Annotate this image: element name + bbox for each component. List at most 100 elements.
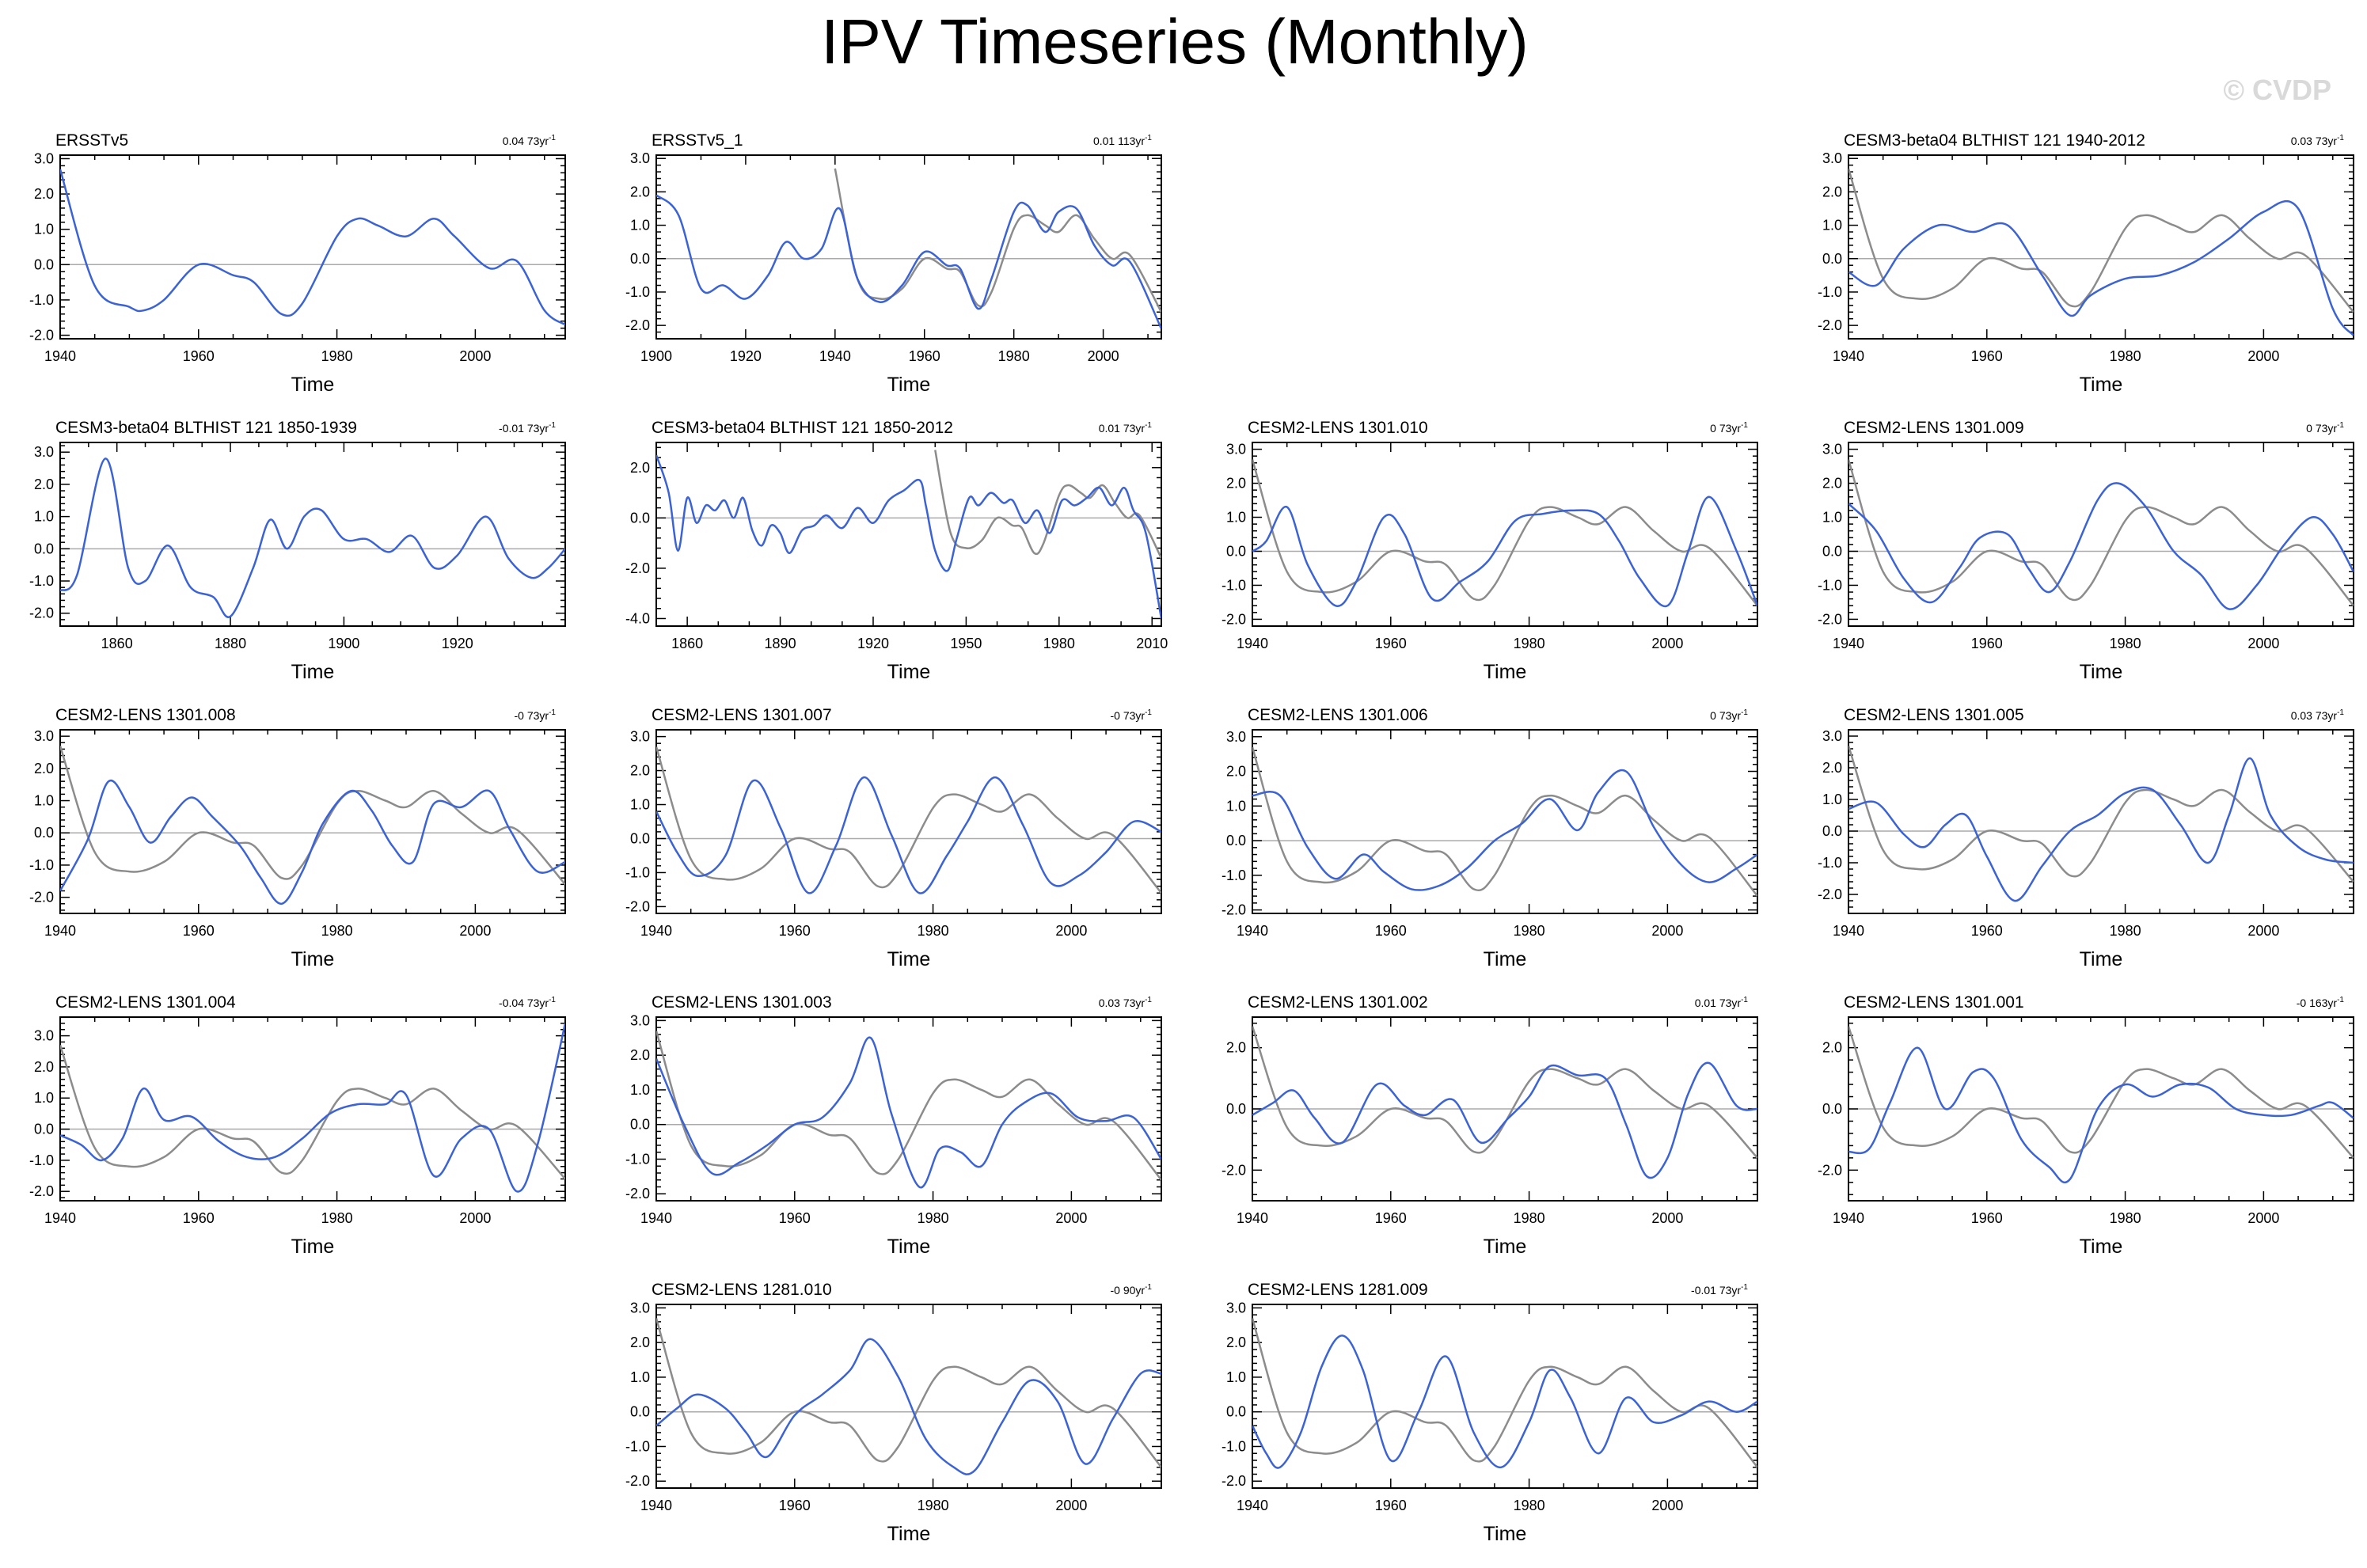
y-tick-label: 3.0 bbox=[630, 150, 650, 166]
x-tick-label: 1940 bbox=[819, 348, 851, 364]
x-tick-label: 2000 bbox=[1055, 1210, 1087, 1226]
y-tick-label: 1.0 bbox=[1226, 1369, 1246, 1385]
x-tick-label: 2000 bbox=[1055, 1498, 1087, 1513]
x-tick-label: 1900 bbox=[328, 636, 359, 651]
trend-value: 0.03 73yr bbox=[2291, 709, 2338, 722]
trend-exponent: -1 bbox=[1145, 996, 1152, 1004]
y-tick-label: -1.0 bbox=[1818, 855, 1842, 871]
y-tick-label: 3.0 bbox=[630, 729, 650, 745]
trend-exponent: -1 bbox=[549, 996, 556, 1004]
x-axis-label: Time bbox=[1484, 1523, 1527, 1545]
y-tick-label: 3.0 bbox=[1226, 442, 1246, 457]
y-tick-label: -1.0 bbox=[625, 1151, 650, 1167]
trend-exponent: -1 bbox=[1741, 421, 1748, 430]
x-tick-label: 1980 bbox=[918, 1498, 949, 1513]
x-tick-label: 1960 bbox=[1375, 636, 1407, 651]
trend-label: -0 90yr-1 bbox=[1111, 1283, 1153, 1297]
x-tick-label: 1960 bbox=[183, 348, 215, 364]
y-tick-label: 2.0 bbox=[1226, 476, 1246, 492]
plot-frame bbox=[1252, 1304, 1758, 1489]
y-tick-label: 2.0 bbox=[34, 476, 54, 492]
y-tick-label: -1.0 bbox=[1818, 577, 1842, 593]
x-tick-label: 2000 bbox=[1055, 923, 1087, 939]
obs-series-line bbox=[1252, 746, 1757, 897]
trend-exponent: -1 bbox=[1145, 708, 1152, 717]
y-tick-label: 2.0 bbox=[1226, 1335, 1246, 1350]
y-tick-label: 0.0 bbox=[630, 1404, 650, 1420]
panel-15: CESM2-LENS 1301.001 -0 163yr-1 1940 1960 198… bbox=[1818, 993, 2354, 1258]
x-tick-label: 1940 bbox=[1237, 1210, 1268, 1226]
x-tick-label: 1980 bbox=[2110, 636, 2141, 651]
trend-value: -0.04 73yr bbox=[499, 997, 549, 1009]
panel-6: CESM2-LENS 1301.010 0 73yr-1 1940 1960 1980 2… bbox=[1221, 419, 1758, 683]
trend-label: 0.01 113yr-1 bbox=[1093, 134, 1152, 147]
plot-frame bbox=[1252, 729, 1758, 914]
trend-value: 0.03 73yr bbox=[2291, 135, 2338, 147]
y-tick-label: 1.0 bbox=[1226, 798, 1246, 814]
trend-value: -0.01 73yr bbox=[499, 422, 549, 435]
trend-exponent: -1 bbox=[1145, 421, 1152, 430]
x-tick-label: 1920 bbox=[857, 636, 889, 651]
x-tick-label: 1960 bbox=[779, 1498, 811, 1513]
plot-frame bbox=[59, 154, 566, 340]
y-tick-label: -2.0 bbox=[625, 317, 650, 333]
obs-series-line bbox=[1252, 459, 1757, 607]
y-tick-label: 0.0 bbox=[630, 1117, 650, 1133]
y-tick-label: -1.0 bbox=[625, 1438, 650, 1454]
y-tick-label: 3.0 bbox=[34, 150, 54, 166]
x-tick-label: 1940 bbox=[640, 923, 672, 939]
trend-exponent: -1 bbox=[2337, 708, 2344, 717]
x-tick-label: 1940 bbox=[1833, 348, 1864, 364]
y-tick-label: 0.0 bbox=[1822, 251, 1842, 267]
plot-frame bbox=[1848, 442, 2354, 627]
x-axis-label: Time bbox=[2080, 1236, 2123, 1258]
panel-title: CESM2-LENS 1301.006 bbox=[1248, 706, 1428, 724]
y-tick-label: 0.0 bbox=[1226, 1101, 1246, 1117]
y-tick-label: 0.0 bbox=[630, 251, 650, 267]
x-axis-label: Time bbox=[1484, 948, 1527, 970]
y-tick-label: 0.0 bbox=[1226, 543, 1246, 559]
x-tick-label: 1940 bbox=[1833, 636, 1864, 651]
x-axis-label: Time bbox=[291, 374, 335, 396]
panel-title: CESM2-LENS 1281.010 bbox=[652, 1281, 832, 1299]
x-axis-label: Time bbox=[2080, 374, 2123, 396]
model-series-line bbox=[1848, 482, 2354, 610]
model-series-line bbox=[656, 194, 1161, 329]
model-series-line bbox=[1848, 757, 2354, 902]
x-tick-label: 1980 bbox=[1043, 636, 1075, 651]
panel-10: CESM2-LENS 1301.006 0 73yr-1 1940 1960 1980 2… bbox=[1221, 706, 1758, 970]
x-axis-label: Time bbox=[887, 948, 931, 970]
x-tick-label: 1900 bbox=[640, 348, 672, 364]
trend-exponent: -1 bbox=[1741, 996, 1748, 1004]
plot-frame bbox=[655, 1304, 1162, 1489]
trend-exponent: -1 bbox=[2337, 996, 2344, 1004]
y-tick-label: 3.0 bbox=[1822, 442, 1842, 457]
model-series-line bbox=[656, 1338, 1161, 1475]
trend-label: -0 73yr-1 bbox=[515, 708, 557, 722]
y-tick-label: -2.0 bbox=[1818, 317, 1842, 333]
trend-exponent: -1 bbox=[2337, 421, 2344, 430]
y-tick-label: 2.0 bbox=[630, 460, 650, 476]
x-tick-label: 1980 bbox=[1514, 1210, 1545, 1226]
obs-series-line bbox=[60, 1045, 565, 1180]
y-tick-label: -2.0 bbox=[1221, 1473, 1246, 1489]
panel-11: CESM2-LENS 1301.005 0.03 73yr-1 1940 1960 19… bbox=[1818, 706, 2354, 970]
trend-value: 0 73yr bbox=[1710, 709, 1741, 722]
obs-series-line bbox=[1252, 1318, 1757, 1468]
x-tick-label: 1960 bbox=[779, 923, 811, 939]
y-tick-label: -1.0 bbox=[1221, 868, 1246, 883]
x-tick-label: 1980 bbox=[2110, 1210, 2141, 1226]
x-tick-label: 1980 bbox=[1514, 636, 1545, 651]
x-tick-label: 1940 bbox=[1237, 923, 1268, 939]
model-series-line bbox=[1848, 199, 2354, 336]
model-series-line bbox=[1252, 1335, 1757, 1469]
trend-exponent: -1 bbox=[1741, 1283, 1748, 1292]
trend-label: -0.01 73yr-1 bbox=[1691, 1283, 1748, 1297]
y-tick-label: -2.0 bbox=[1221, 611, 1246, 627]
model-series-line bbox=[60, 779, 565, 905]
y-tick-label: 3.0 bbox=[1822, 728, 1842, 744]
trend-value: 0 73yr bbox=[1710, 422, 1741, 435]
panel-title: CESM2-LENS 1301.001 bbox=[1844, 993, 2024, 1012]
